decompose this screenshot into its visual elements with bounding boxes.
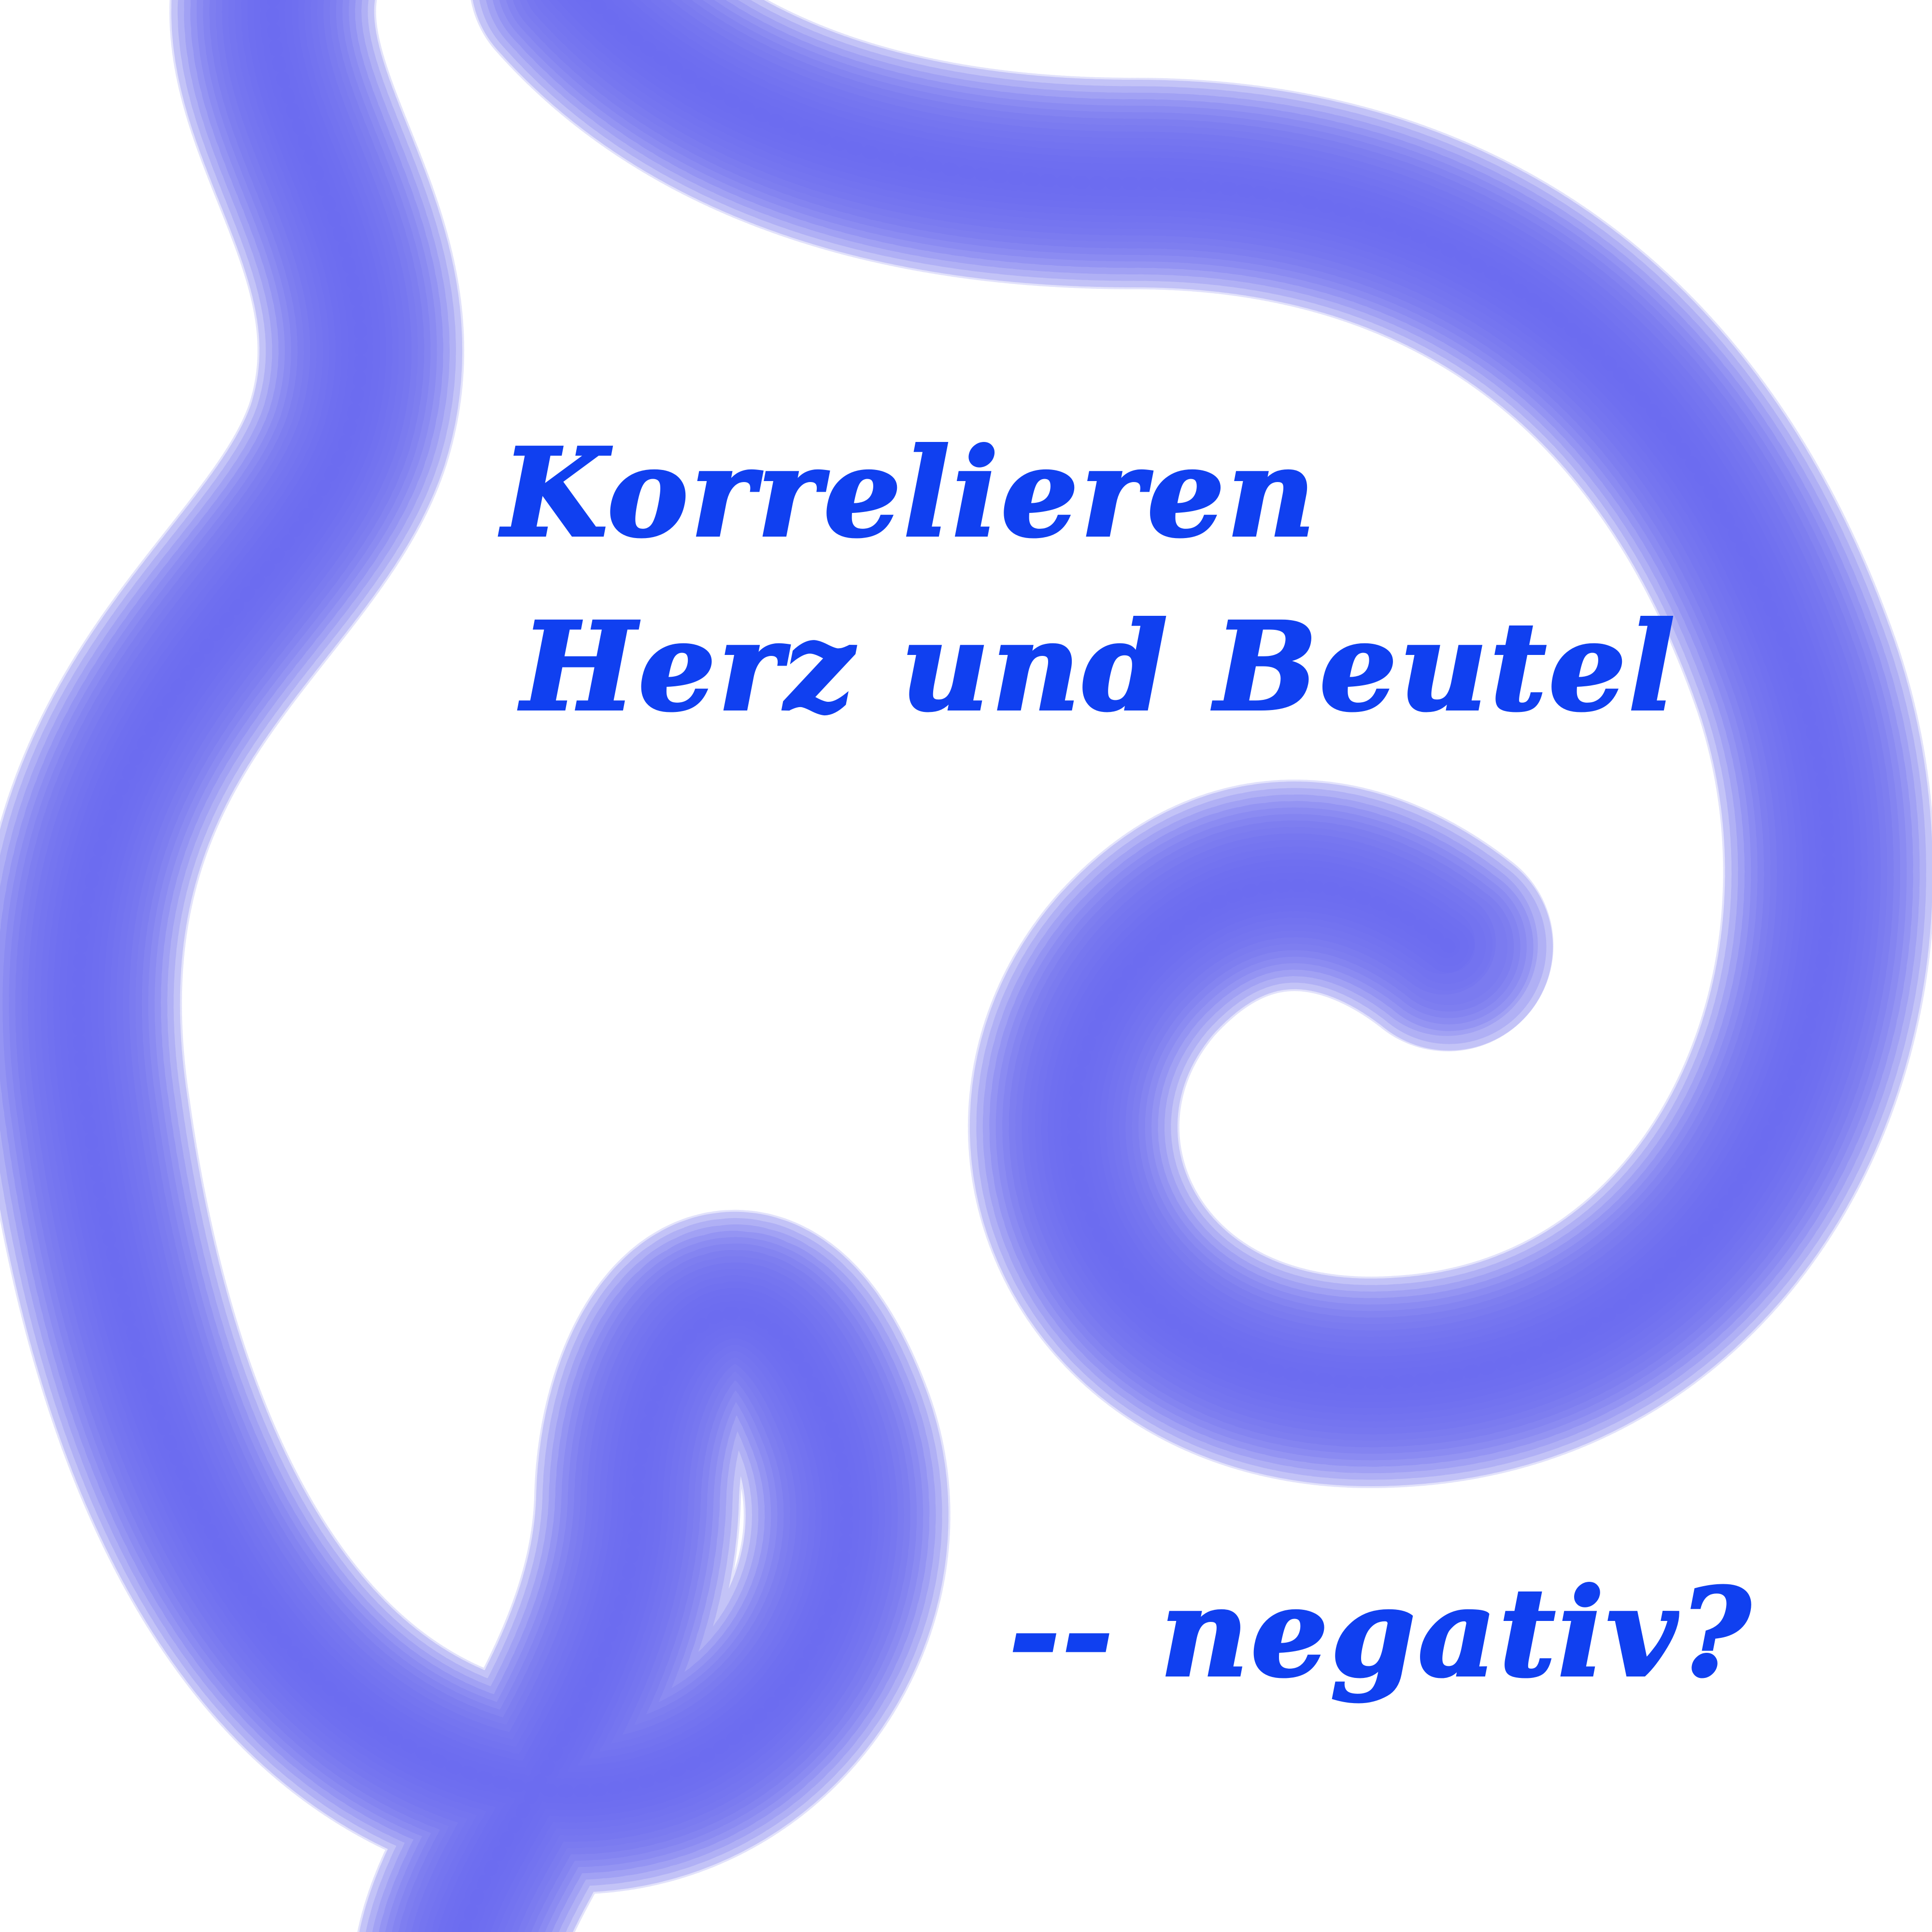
tube-top-strand	[493, 0, 1914, 1467]
tube-top-strand	[541, 0, 1868, 1421]
tube-left-strand	[9, 0, 917, 1932]
headline-line-1: Korrelieren	[501, 420, 1318, 565]
tube-left-strand	[72, 0, 853, 1932]
tube-left-band	[0, 0, 949, 1932]
tube-left-strand	[41, 0, 885, 1932]
tube-top-strand	[513, 0, 1894, 1448]
tube-left-strand	[2, 0, 923, 1932]
tube-left-strand	[66, 0, 860, 1932]
headline-line-2: Herz und Beutel	[520, 594, 1677, 739]
tube-top-strand	[549, 0, 1861, 1415]
tube-top-strand	[534, 0, 1875, 1428]
tube-top-edge	[471, 0, 1932, 1488]
tube-top-strand	[583, 0, 1835, 1389]
tube-left-strand	[59, 0, 867, 1932]
tube-top-strand	[520, 0, 1888, 1441]
tube-left-strand	[34, 0, 892, 1932]
tube-top-strand	[557, 0, 1855, 1408]
tube-top-strand	[486, 0, 1920, 1474]
tube-top-edge	[471, 0, 1932, 1488]
tube-left-strand	[0, 0, 942, 1932]
tube-left-strand	[15, 0, 910, 1932]
tube-top-band	[473, 0, 1932, 1486]
tube-top-strand	[575, 0, 1842, 1395]
tube-top-strand	[506, 0, 1901, 1454]
tube-left-strand	[0, 0, 930, 1932]
tube-left-strand	[53, 0, 873, 1932]
tube-top-strand	[527, 0, 1881, 1435]
tube-left-strand	[47, 0, 879, 1932]
headline-line-3: -- negativ?	[1008, 1560, 1754, 1705]
tube-top-strand	[480, 0, 1926, 1480]
tube-left-edge	[0, 0, 951, 1932]
tube-left-strand	[0, 0, 949, 1932]
tube-top-strand	[566, 0, 1848, 1402]
tube-top-strand	[473, 0, 1932, 1486]
tube-left-edge	[0, 0, 951, 1932]
tube-left-strand	[28, 0, 898, 1932]
tube-top-strand	[499, 0, 1907, 1461]
tube-left-strand	[0, 0, 936, 1932]
tube-left-strand	[21, 0, 904, 1932]
